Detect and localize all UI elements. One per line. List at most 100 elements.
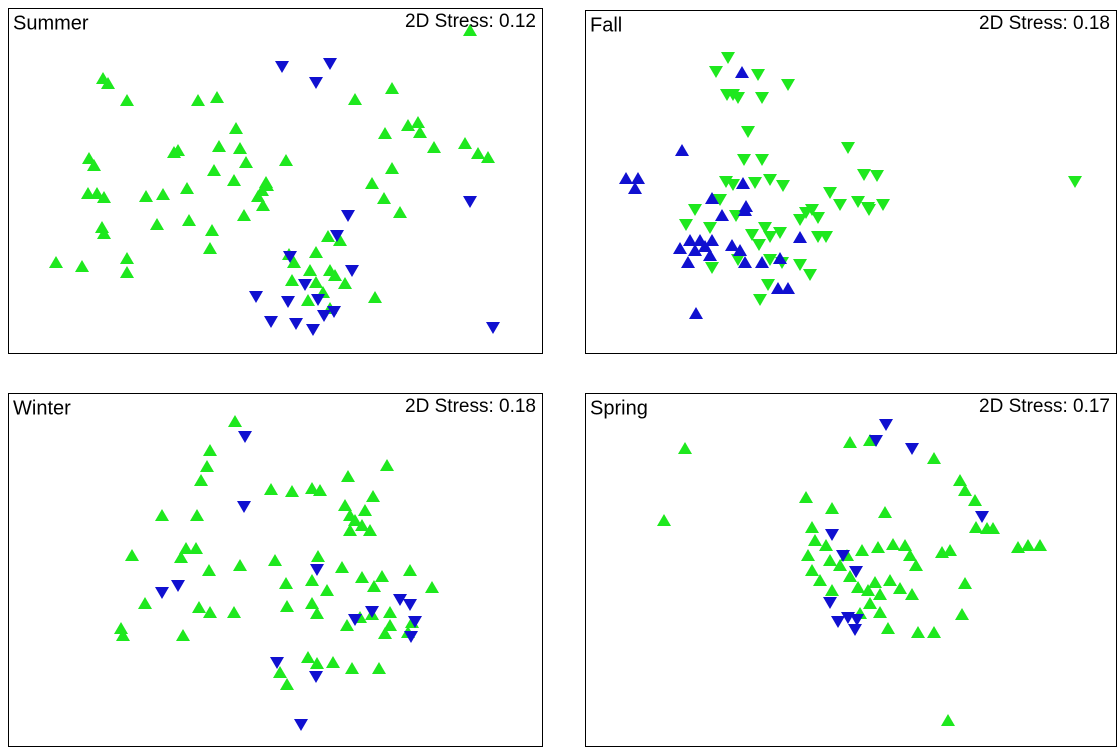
point — [327, 306, 341, 318]
point — [781, 282, 795, 294]
point — [813, 574, 827, 586]
point — [805, 564, 819, 576]
point — [237, 501, 251, 513]
point — [851, 196, 865, 208]
point — [833, 199, 847, 211]
point — [803, 269, 817, 281]
point — [713, 194, 727, 206]
stress-annotation: 2D Stress: 0.18 — [405, 396, 536, 417]
point — [305, 574, 319, 586]
point — [385, 82, 399, 94]
point — [755, 256, 769, 268]
point — [363, 524, 377, 536]
point — [893, 582, 907, 594]
point — [825, 529, 839, 541]
point — [305, 482, 319, 494]
point — [841, 142, 855, 154]
point — [805, 204, 819, 216]
point — [301, 651, 315, 663]
point — [298, 279, 312, 291]
point — [471, 147, 485, 159]
point — [427, 141, 441, 153]
point — [958, 484, 972, 496]
stress-annotation: 2D Stress: 0.17 — [979, 396, 1110, 417]
point — [725, 239, 739, 251]
point — [97, 227, 111, 239]
point — [82, 152, 96, 164]
point — [758, 222, 772, 234]
point — [207, 164, 221, 176]
point — [705, 262, 719, 274]
point — [341, 470, 355, 482]
panel-title: Winter — [13, 397, 71, 419]
point — [375, 570, 389, 582]
point — [403, 564, 417, 576]
point — [251, 190, 265, 202]
point — [348, 514, 362, 526]
point — [179, 542, 193, 554]
point — [793, 214, 807, 226]
point — [194, 474, 208, 486]
point — [237, 209, 251, 221]
panel: Spring 2D Stress: 0.17 — [585, 393, 1117, 747]
point — [823, 597, 837, 609]
point — [116, 629, 130, 641]
point — [413, 126, 427, 138]
point — [763, 231, 777, 243]
point — [705, 234, 719, 246]
point — [735, 66, 749, 78]
point — [366, 490, 380, 502]
point — [320, 584, 334, 596]
point — [848, 624, 862, 636]
point — [155, 587, 169, 599]
point — [688, 204, 702, 216]
point — [726, 179, 740, 191]
stress-annotation: 2D Stress: 0.12 — [405, 11, 536, 32]
point — [975, 511, 989, 523]
point — [348, 614, 362, 626]
point — [380, 459, 394, 471]
point — [383, 619, 397, 631]
point — [365, 606, 379, 618]
point — [176, 629, 190, 641]
point — [372, 662, 386, 674]
point — [808, 534, 822, 546]
point — [738, 204, 752, 216]
point — [310, 657, 324, 669]
point — [275, 61, 289, 73]
point — [886, 538, 900, 550]
panel-title: Summer — [13, 12, 89, 34]
point — [737, 154, 751, 166]
point — [941, 714, 955, 726]
point — [227, 606, 241, 618]
point — [326, 656, 340, 668]
point — [348, 93, 362, 105]
point — [703, 222, 717, 234]
point — [171, 580, 185, 592]
point — [202, 564, 216, 576]
point — [753, 294, 767, 306]
point — [855, 544, 869, 556]
point — [1068, 176, 1082, 188]
point — [463, 196, 477, 208]
point — [736, 177, 750, 189]
point — [328, 269, 342, 281]
point — [761, 279, 775, 291]
point — [294, 719, 308, 731]
point — [811, 231, 825, 243]
panel-frame — [585, 10, 1117, 354]
point — [367, 580, 381, 592]
point — [776, 180, 790, 192]
point — [210, 91, 224, 103]
point — [927, 626, 941, 638]
point — [731, 254, 745, 266]
point — [189, 542, 203, 554]
point — [203, 444, 217, 456]
point — [799, 207, 813, 219]
point — [97, 191, 111, 203]
point — [878, 506, 892, 518]
point — [281, 296, 295, 308]
point — [120, 266, 134, 278]
point — [279, 577, 293, 589]
point — [283, 251, 297, 263]
